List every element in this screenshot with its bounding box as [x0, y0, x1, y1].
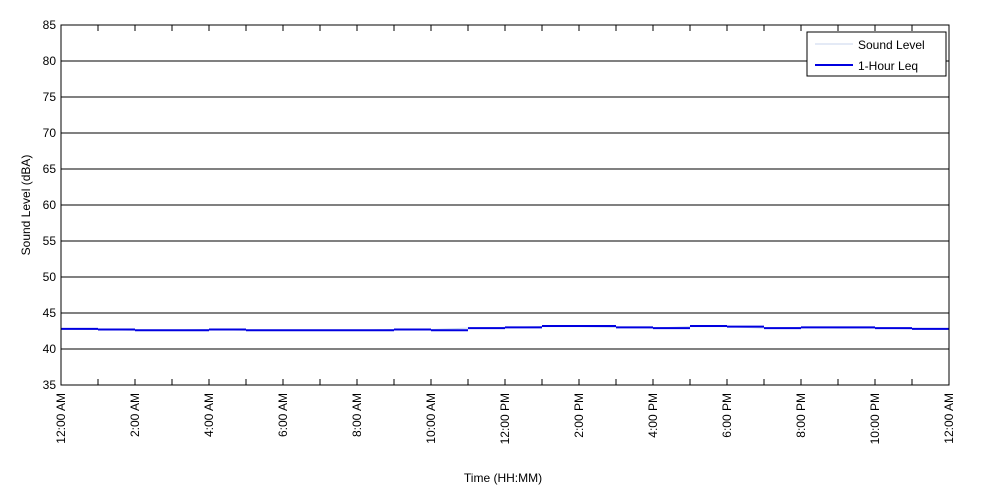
x-tick-label: 6:00 AM — [276, 393, 290, 437]
y-tick-label: 35 — [43, 378, 57, 392]
plot-frame — [60, 24, 950, 386]
y-tick-label: 70 — [43, 126, 57, 140]
x-tick-label: 10:00 AM — [424, 393, 438, 444]
x-tick-label: 12:00 AM — [54, 393, 68, 444]
y-tick-label: 55 — [43, 234, 57, 248]
y-tick-label: 60 — [43, 198, 57, 212]
x-tick-label: 8:00 PM — [794, 393, 808, 438]
y-tick-label: 65 — [43, 162, 57, 176]
y-tick-label: 50 — [43, 270, 57, 284]
x-axis-title: Time (HH:MM) — [464, 471, 542, 485]
y-tick-label: 45 — [43, 306, 57, 320]
legend-box — [806, 31, 947, 77]
x-tick-label: 2:00 PM — [572, 393, 586, 438]
x-tick-label: 12:00 AM — [942, 393, 956, 444]
legend-label: Sound Level — [858, 38, 925, 52]
legend-label: 1-Hour Leq — [858, 59, 918, 73]
y-tick-label: 40 — [43, 342, 57, 356]
x-tick-label: 12:00 PM — [498, 393, 512, 444]
y-tick-label: 75 — [43, 90, 57, 104]
x-tick-label: 2:00 AM — [128, 393, 142, 437]
x-tick-label: 6:00 PM — [720, 393, 734, 438]
y-tick-label: 80 — [43, 54, 57, 68]
x-tick-label: 8:00 AM — [350, 393, 364, 437]
x-tick-label: 4:00 PM — [646, 393, 660, 438]
y-tick-label: 85 — [43, 18, 57, 32]
y-axis-title: Sound Level (dBA) — [19, 155, 33, 256]
x-tick-label: 10:00 PM — [868, 393, 882, 444]
x-tick-label: 4:00 AM — [202, 393, 216, 437]
